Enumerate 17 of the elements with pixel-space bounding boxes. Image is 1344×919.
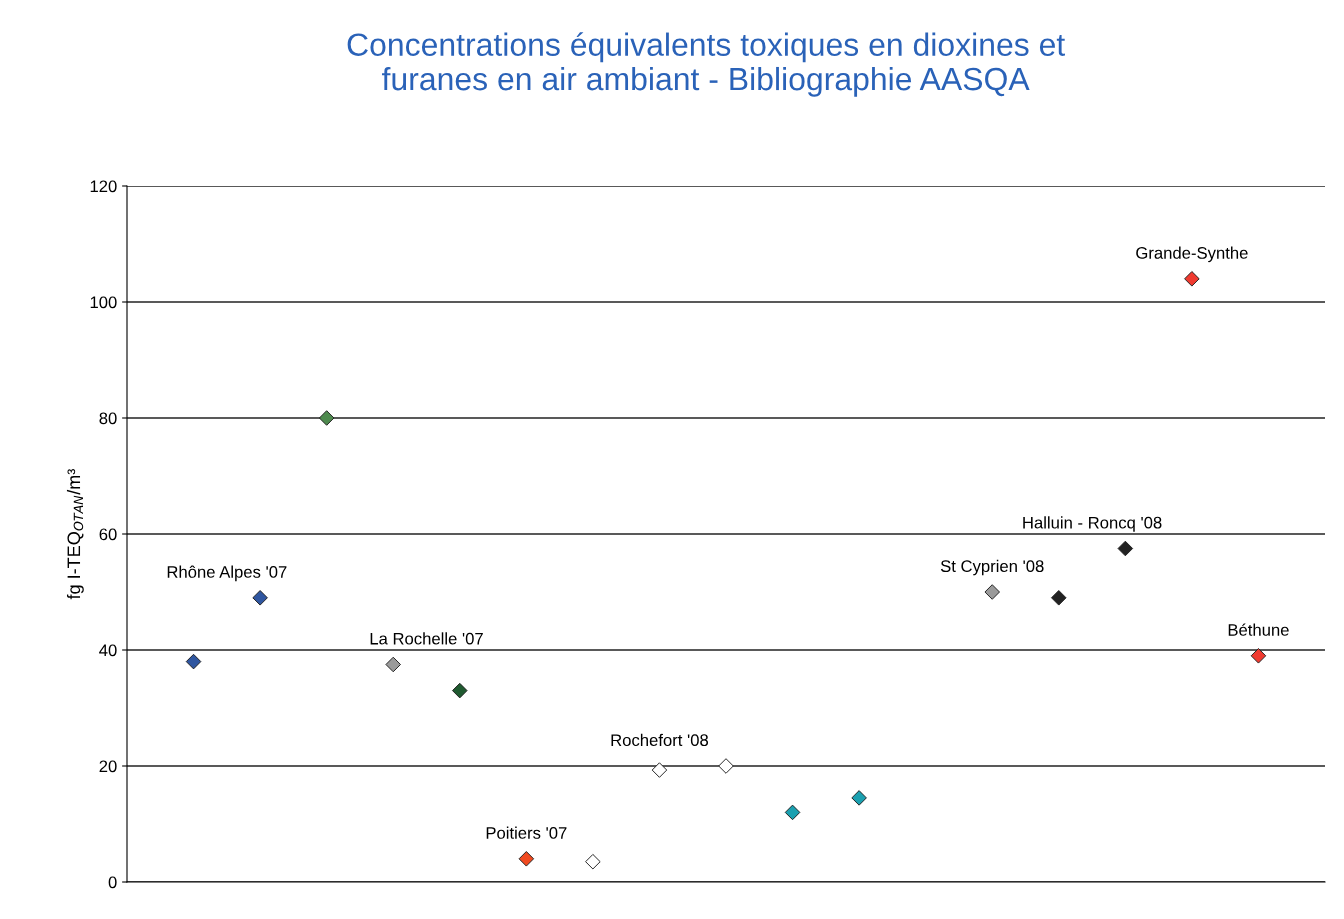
y-tick-label: 100 xyxy=(90,296,117,309)
series-label: Grande-Synthe xyxy=(1136,246,1248,263)
y-tick-label: 120 xyxy=(90,180,117,193)
y-tick-label: 0 xyxy=(108,876,117,889)
series-label: St Cyprien '08 xyxy=(940,559,1044,576)
series-label: Rochefort '08 xyxy=(611,733,709,747)
series-label: Béthune xyxy=(1228,623,1289,636)
series-label: Poitiers '07 xyxy=(486,826,567,839)
y-tick-label: 80 xyxy=(99,412,117,425)
series-label: La Rochelle '07 xyxy=(370,632,483,645)
y-axis-title: fg I-TEQ$_{OTAN}$/m³ xyxy=(66,469,84,600)
y-tick-label: 40 xyxy=(99,644,117,657)
chart-title: Concentrations équivalents toxiques en dioxines et furanes en air ambiant - Bibliographie AASQA xyxy=(347,32,1065,97)
y-tick-label: 20 xyxy=(99,760,117,773)
y-tick-label: 60 xyxy=(99,528,117,541)
series-label: Halluin - Roncq '08 xyxy=(1023,516,1162,532)
series-label: Rhône Alpes '07 xyxy=(167,565,287,582)
